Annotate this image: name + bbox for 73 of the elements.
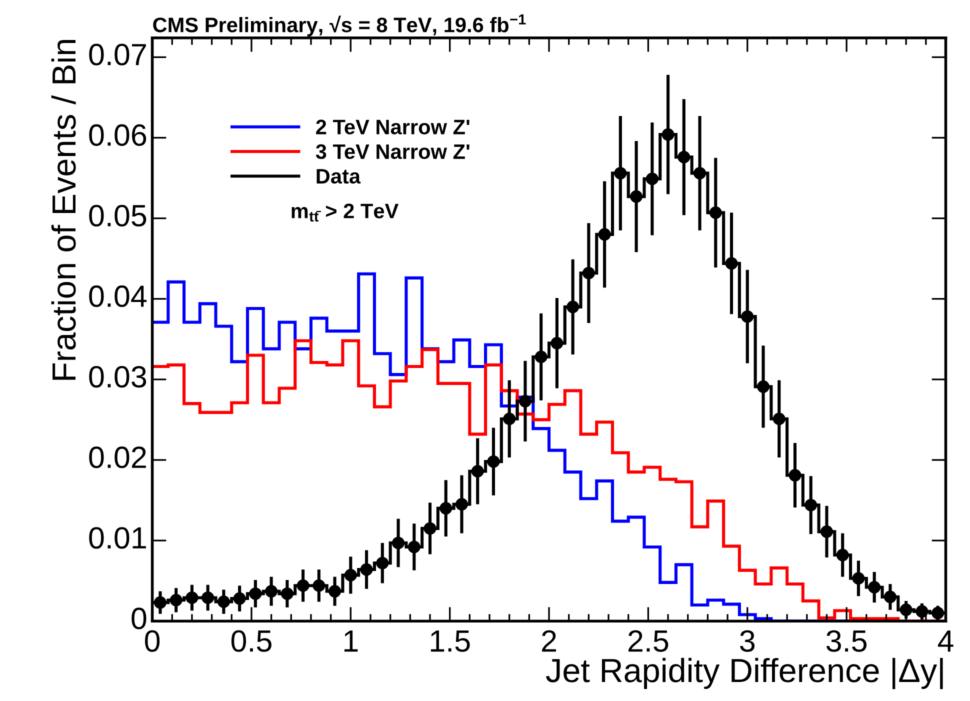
point (154, 596, 166, 609)
point (265, 585, 278, 598)
point (694, 166, 706, 180)
legend-label: 3 TeV Narrow Z' (316, 144, 470, 160)
point (408, 540, 420, 554)
legend-label: 2 TeV Narrow Z' (316, 120, 470, 134)
y-tick-label: 0.05 (89, 204, 146, 227)
x-tick-label: 1 (344, 630, 358, 652)
annotation: m$_{tt̄}$ > 2 TeV (292, 204, 399, 222)
point (582, 266, 595, 280)
point (360, 563, 373, 576)
point (757, 380, 770, 393)
point (280, 587, 294, 600)
y-tick-label: 0.04 (89, 285, 147, 308)
point (852, 572, 865, 585)
point (186, 591, 198, 604)
point (804, 498, 818, 512)
point (471, 465, 484, 478)
point (646, 172, 658, 186)
point (376, 556, 389, 570)
x-tick-label: 0.5 (231, 630, 272, 652)
y-tick-label: 0 (132, 608, 146, 630)
point (741, 310, 754, 323)
legend-label: Data (316, 169, 361, 184)
point (884, 590, 896, 604)
y-tick-label: 0.07 (89, 44, 146, 66)
point (932, 606, 944, 620)
point (392, 536, 405, 550)
point (233, 592, 246, 605)
point (709, 206, 722, 219)
point (900, 604, 912, 616)
x-tick-label: 3 (740, 630, 755, 652)
point (598, 228, 611, 241)
point (662, 128, 674, 141)
point (836, 548, 849, 562)
point (296, 579, 310, 592)
point (440, 502, 452, 515)
point (566, 300, 580, 314)
point (678, 150, 690, 164)
point (725, 257, 738, 270)
point (328, 585, 342, 598)
point (344, 568, 357, 582)
point (455, 498, 468, 511)
point (614, 166, 627, 180)
y-tick-label: 0.01 (89, 527, 146, 549)
y-tick-label: 0.03 (89, 366, 146, 388)
point (487, 455, 500, 468)
y-axis-title: Fraction of Events / Bin (51, 40, 76, 380)
point (788, 469, 802, 482)
x-axis-title: Jet Rapidity Difference |Δy| (546, 658, 943, 690)
point (630, 190, 643, 203)
point (312, 579, 326, 592)
chart-title: CMS Preliminary, √s = 8 TeV, 19.6 fb$^{−1}$ (153, 14, 526, 36)
point (916, 605, 928, 618)
x-tick-label: 2.5 (628, 630, 668, 652)
point (772, 412, 786, 426)
point (217, 596, 230, 608)
point (170, 594, 182, 606)
x-tick-label: 3.5 (826, 630, 867, 652)
x-tick-label: 1.5 (430, 630, 470, 652)
y-tick-label: 0.06 (89, 124, 146, 146)
x-tick-label: 4 (938, 630, 954, 652)
point (820, 525, 833, 538)
point (550, 336, 564, 350)
point (868, 581, 881, 594)
point (534, 350, 548, 364)
point (202, 591, 214, 604)
point (503, 412, 516, 426)
y-tick-label: 0.02 (89, 446, 146, 468)
point (518, 394, 532, 408)
x-tick-label: 2 (542, 630, 556, 652)
point (424, 522, 436, 535)
point (249, 587, 262, 600)
